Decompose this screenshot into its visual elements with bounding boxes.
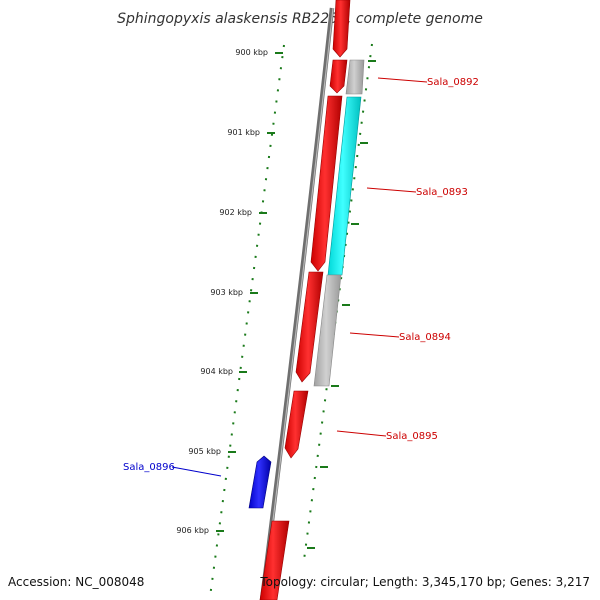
forward-strand-genes bbox=[259, 0, 351, 600]
gene-label-sala-0893[interactable]: Sala_0893 bbox=[416, 187, 468, 198]
reverse-strand-genes bbox=[313, 59, 365, 387]
gene-label-sala-0895[interactable]: Sala_0895 bbox=[386, 431, 438, 442]
kbp-label: 905 kbp bbox=[188, 447, 221, 456]
kbp-label: 904 kbp bbox=[200, 367, 233, 376]
gene-block-sala-0892[interactable] bbox=[345, 59, 365, 95]
gene-arrow[interactable] bbox=[332, 0, 351, 58]
gene-block-sala-0894[interactable] bbox=[313, 274, 342, 387]
leader-line bbox=[377, 77, 428, 83]
leader-line bbox=[366, 187, 417, 193]
map-title: Sphingopyxis alaskensis RB2256, complete… bbox=[117, 11, 483, 27]
gene-arrow[interactable] bbox=[284, 390, 309, 459]
gene-label-sala-0896[interactable]: Sala_0896 bbox=[123, 462, 175, 473]
accession-text: Accession: NC_008048 bbox=[8, 575, 144, 589]
gene-labels: Sala_0892 Sala_0893 Sala_0894 Sala_0895 … bbox=[123, 77, 479, 473]
genome-backbone-highlight bbox=[262, 7, 334, 600]
gene-arrow[interactable] bbox=[295, 271, 324, 383]
gene-label-sala-0892[interactable]: Sala_0892 bbox=[427, 77, 479, 88]
label-leaders bbox=[171, 77, 428, 477]
genome-backbone bbox=[259, 7, 335, 600]
kbp-label: 903 kbp bbox=[210, 288, 243, 297]
gene-arrow[interactable] bbox=[310, 95, 343, 272]
kbp-label: 902 kbp bbox=[219, 208, 252, 217]
kbp-label: 906 kbp bbox=[176, 526, 209, 535]
gene-arrow-sala-0896[interactable] bbox=[248, 455, 272, 509]
gene-arrow[interactable] bbox=[259, 520, 290, 600]
topology-text: Topology: circular; Length: 3,345,170 bp… bbox=[259, 575, 590, 589]
gene-label-sala-0894[interactable]: Sala_0894 bbox=[399, 332, 451, 343]
kbp-label: 901 kbp bbox=[227, 128, 260, 137]
leader-line bbox=[171, 466, 222, 477]
leader-line bbox=[349, 332, 400, 338]
gene-arrow[interactable] bbox=[329, 59, 348, 94]
leader-line bbox=[336, 430, 387, 437]
gene-block-sala-0893[interactable] bbox=[327, 96, 362, 276]
kbp-label: 900 kbp bbox=[235, 48, 268, 57]
scale-ticks: 900 kbp 901 kbp 902 kbp 903 kbp 904 kbp … bbox=[176, 48, 376, 549]
